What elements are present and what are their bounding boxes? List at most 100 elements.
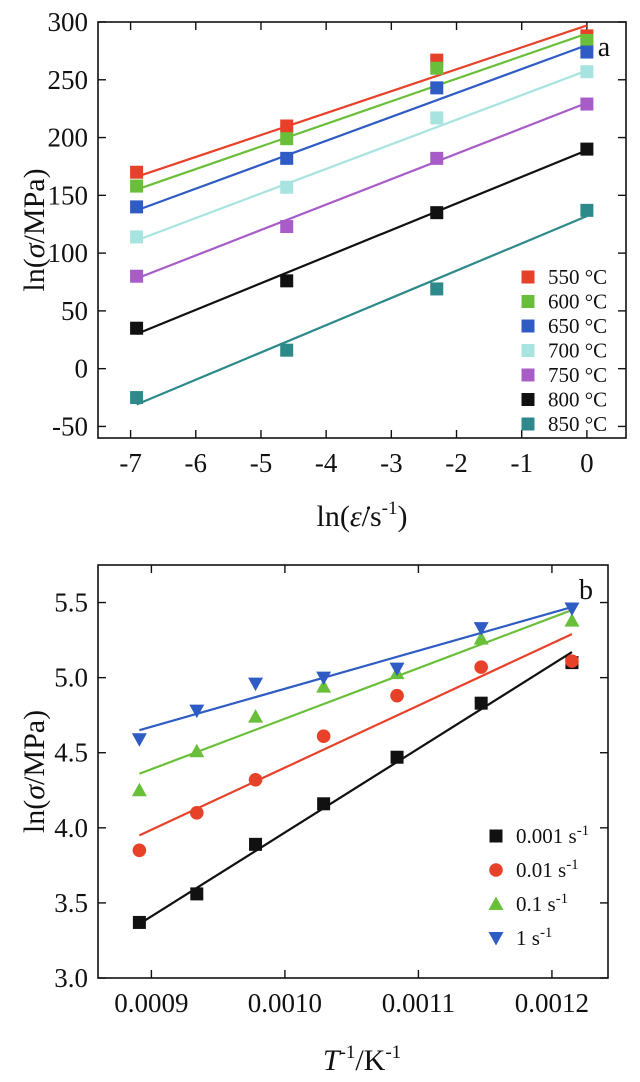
y-axis-label: ln(σ/MPa) (18, 168, 51, 291)
data-point (564, 613, 580, 627)
y-axis-label: ln(σ/MPa) (18, 710, 51, 833)
legend-marker (521, 295, 535, 308)
legend-marker (521, 344, 535, 357)
data-point (565, 654, 579, 668)
legend-marker (521, 319, 535, 333)
fit-line (136, 101, 588, 280)
legend-label: 1 s-1 (516, 925, 552, 950)
x-tick-label: -6 (185, 448, 208, 478)
panel-letter: a (598, 32, 611, 63)
data-point (390, 750, 404, 764)
x-tick-label: -2 (445, 448, 468, 478)
legend-marker (488, 896, 504, 910)
data-point (280, 119, 294, 133)
data-point (316, 679, 332, 693)
x-tick-label: 0.0010 (248, 988, 322, 1018)
data-point (189, 743, 205, 758)
data-point (130, 391, 144, 405)
y-tick-label: 150 (48, 180, 89, 210)
legend-label: 700 °C (548, 339, 607, 363)
data-point (280, 220, 294, 234)
y-tick-label: 250 (48, 65, 89, 95)
legend-label: 600 °C (548, 290, 607, 314)
fit-line (136, 24, 588, 178)
data-point (189, 704, 205, 719)
data-point (473, 631, 489, 645)
data-point (132, 915, 146, 929)
plot-frame (97, 21, 627, 439)
legend-label: 0.01 s-1 (516, 857, 579, 882)
y-tick-label: -50 (52, 411, 88, 441)
y-tick-label: 3.5 (54, 888, 88, 918)
data-point (474, 696, 488, 710)
fit-line (136, 149, 588, 336)
data-point (130, 179, 144, 193)
data-point (280, 180, 294, 194)
x-tick-label: 0.0011 (382, 988, 455, 1018)
data-point (430, 206, 444, 220)
y-tick-label: 300 (48, 7, 89, 37)
panel-letter: b (579, 575, 593, 606)
legend-label: 0.001 s-1 (516, 823, 589, 848)
y-tick-label: 200 (48, 123, 89, 153)
y-tick-label: 4.0 (54, 813, 88, 843)
data-point (317, 797, 331, 811)
data-point (248, 677, 264, 692)
fit-line (136, 44, 588, 212)
chart-panel-b: 0.0009 0.0010 0.0011 0.0012 3.0 3.5 4.0 4.5 5.0 5… (18, 564, 609, 1077)
chart-panel-a: -7 -6 -5 -4 -3 -2 -1 0 -50 0 50 100 150 200 250 300 a 550… (18, 7, 627, 533)
plot-frame (97, 564, 609, 979)
data-point (248, 772, 263, 787)
x-axis-label: T-1/K-1 (323, 1042, 401, 1077)
fit-line (136, 69, 588, 242)
x-tick-label: -5 (250, 448, 273, 478)
data-point (130, 321, 144, 335)
data-point (430, 81, 444, 95)
data-point (474, 660, 488, 674)
y-tick-label: 5.0 (54, 663, 88, 693)
legend-marker (521, 393, 535, 406)
x-tick-label: 0.0009 (114, 988, 188, 1018)
data-point (316, 671, 332, 686)
data-point (430, 61, 444, 75)
legend-marker (489, 863, 503, 877)
data-point (249, 837, 263, 851)
data-point (132, 843, 147, 858)
fit-line (138, 633, 573, 837)
data-point (430, 151, 444, 165)
x-tick-label: -1 (510, 448, 533, 478)
y-tick-label: 100 (48, 238, 89, 268)
data-point (280, 151, 294, 165)
fit-line (139, 605, 573, 732)
legend-marker (521, 270, 535, 284)
x-tick-label: -7 (119, 448, 142, 478)
y-tick-label: 50 (61, 296, 88, 326)
data-point (248, 709, 264, 723)
data-point (580, 45, 594, 59)
legend-label: 800 °C (548, 388, 607, 412)
fit-line (138, 651, 573, 925)
data-point (390, 688, 404, 703)
fit-line (138, 609, 573, 775)
legend-marker (521, 368, 535, 382)
x-tick-label: 0 (580, 448, 594, 478)
data-point (131, 733, 147, 747)
legend-marker (489, 829, 503, 843)
x-axis-label: ln(ε̇/s-1) (317, 498, 408, 533)
data-point (189, 806, 204, 820)
data-point (580, 33, 594, 47)
legend-marker (521, 417, 535, 431)
data-point (131, 782, 147, 797)
x-tick-label: -3 (380, 448, 403, 478)
data-point (430, 282, 444, 296)
data-point (280, 274, 294, 288)
y-tick-label: 3.0 (54, 963, 88, 993)
y-tick-label: 5.5 (54, 588, 88, 618)
data-point (389, 662, 405, 677)
data-point (580, 97, 594, 111)
x-tick-label: -4 (315, 448, 338, 478)
data-point (130, 230, 144, 244)
y-tick-label: 4.5 (54, 738, 88, 768)
legend-label: 550 °C (548, 265, 607, 289)
